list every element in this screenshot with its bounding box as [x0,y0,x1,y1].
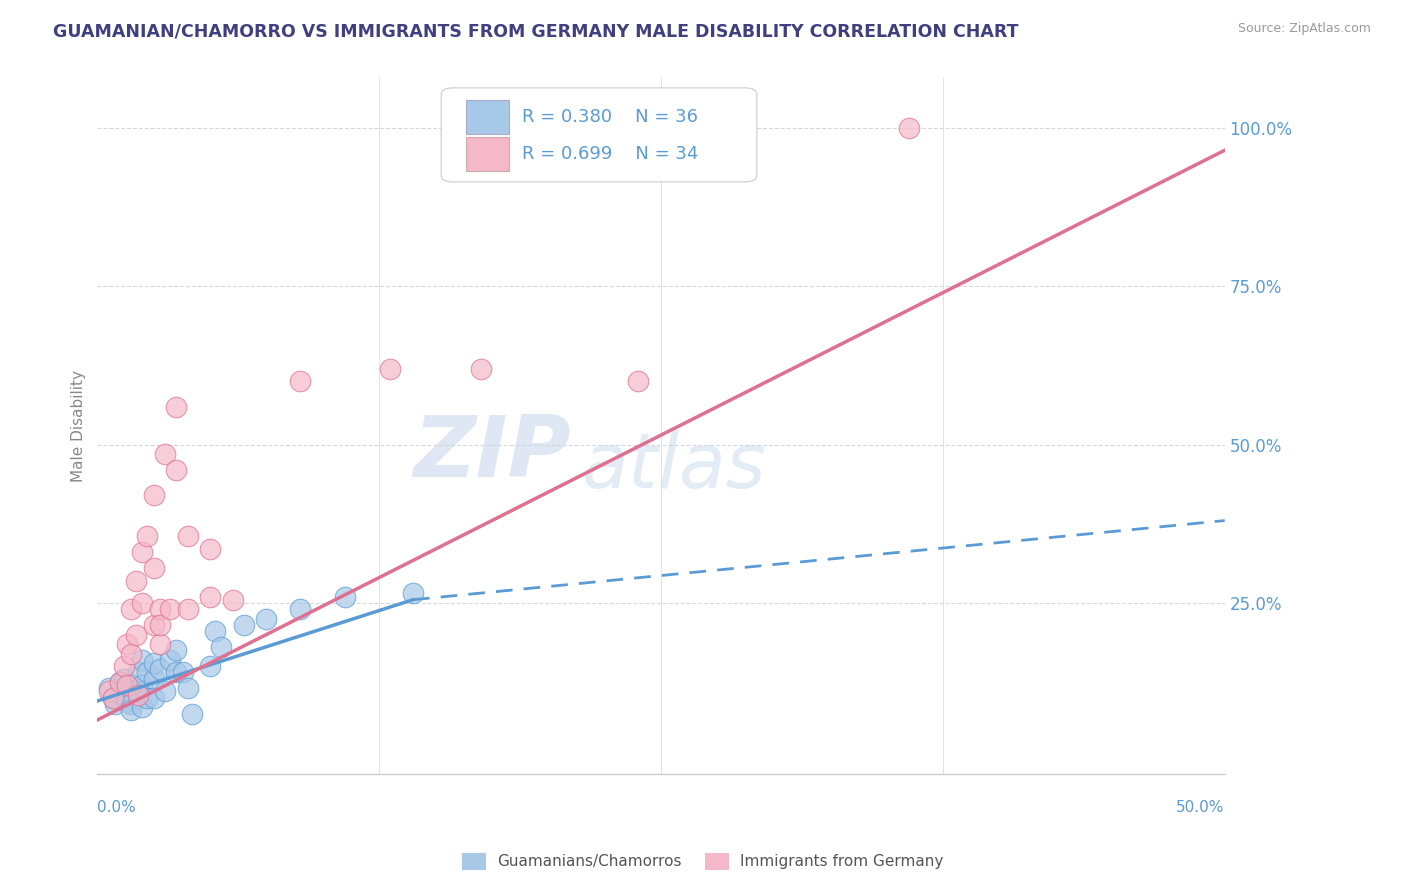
Point [108,675,131,690]
Point [470,361,492,376]
Point [221,592,243,607]
FancyBboxPatch shape [441,88,756,182]
Point [149,618,172,632]
Point [115,637,138,651]
Point [181,706,204,721]
Point [165,400,187,414]
Point [131,653,153,667]
Point [108,686,131,700]
Point [97,684,120,698]
Point [290,374,312,388]
FancyBboxPatch shape [465,137,509,170]
Point [112,659,135,673]
Point [101,690,124,705]
Point [142,561,165,575]
Point [176,681,198,696]
Point [142,618,165,632]
Text: R = 0.380    N = 36: R = 0.380 N = 36 [523,108,699,126]
Point [198,659,221,673]
Point [232,618,254,632]
Point [101,690,124,705]
FancyBboxPatch shape [465,101,509,134]
Point [165,665,187,680]
Point [131,596,153,610]
Point [898,121,921,136]
Point [112,672,135,686]
Point [142,656,165,670]
Text: 50.0%: 50.0% [1177,800,1225,815]
Point [176,529,198,543]
Y-axis label: Male Disability: Male Disability [72,369,86,482]
Point [127,665,149,680]
Point [159,602,181,616]
Point [120,678,142,692]
Point [165,643,187,657]
Point [198,590,221,604]
Text: Source: ZipAtlas.com: Source: ZipAtlas.com [1237,22,1371,36]
Point [149,602,172,616]
Point [149,637,172,651]
Point [125,574,148,588]
Point [136,665,159,680]
Point [204,624,226,639]
Point [159,653,181,667]
Text: R = 0.699    N = 34: R = 0.699 N = 34 [523,145,699,163]
Point [97,681,120,696]
Point [290,602,312,616]
Point [127,688,149,702]
Point [380,361,402,376]
Point [176,602,198,616]
Point [627,374,650,388]
Point [149,662,172,676]
Point [256,612,278,626]
Point [335,590,357,604]
Point [120,647,142,661]
Point [127,684,149,698]
Point [142,690,165,705]
Text: ZIP: ZIP [413,412,571,495]
Point [131,545,153,559]
Point [131,700,153,714]
Point [172,665,194,680]
Point [136,529,159,543]
Point [153,447,176,461]
Point [142,672,165,686]
Point [153,684,176,698]
Point [104,697,127,711]
Point [115,694,138,708]
Text: atlas: atlas [582,431,766,504]
Point [136,690,159,705]
Point [165,463,187,477]
Point [402,586,425,600]
Point [131,678,153,692]
Point [108,675,131,690]
Point [198,542,221,557]
Point [115,678,138,692]
Point [120,697,142,711]
Text: GUAMANIAN/CHAMORRO VS IMMIGRANTS FROM GERMANY MALE DISABILITY CORRELATION CHART: GUAMANIAN/CHAMORRO VS IMMIGRANTS FROM GE… [53,22,1019,40]
Legend: Guamanians/Chamorros, Immigrants from Germany: Guamanians/Chamorros, Immigrants from Ge… [457,847,949,875]
Point [209,640,232,655]
Point [120,704,142,718]
Text: 0.0%: 0.0% [97,800,136,815]
Point [120,602,142,616]
Point [142,488,165,502]
Point [125,627,148,641]
